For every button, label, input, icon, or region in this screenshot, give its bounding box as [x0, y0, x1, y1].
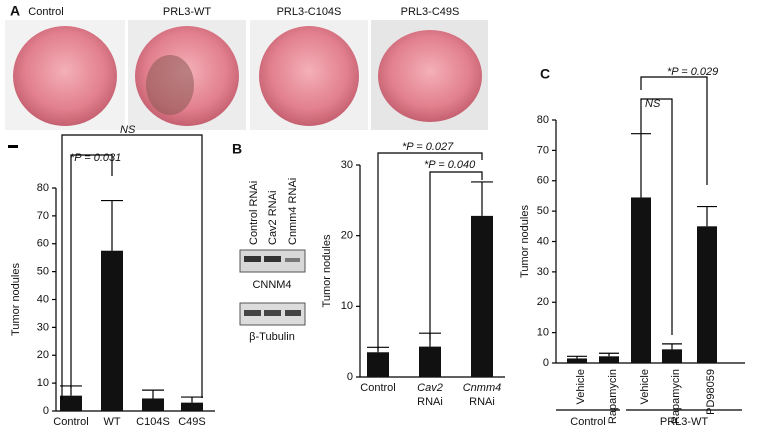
y-tick-label: 80: [537, 114, 549, 126]
y-tick-label: 0: [43, 405, 49, 417]
blot-row: CNNM4: [252, 279, 291, 291]
y-tick-label: 60: [37, 238, 49, 250]
panel-letter: C: [540, 66, 550, 82]
bar: [181, 402, 203, 411]
panel-letter: B: [232, 141, 242, 157]
annotation: *P = 0.027: [402, 141, 454, 153]
photo-label: PRL3-C104S: [277, 6, 342, 18]
band: [244, 256, 261, 262]
x-tick-label: Cav2: [417, 382, 443, 394]
bar: [60, 395, 82, 411]
y-tick-label: 80: [37, 182, 49, 194]
bar: [599, 356, 619, 363]
bracket: [429, 171, 483, 340]
bracket: [640, 98, 673, 335]
x-tick-label: C49S: [178, 416, 206, 428]
y-tick-label: 20: [37, 349, 49, 361]
x-tick-label: RNAi: [417, 396, 443, 408]
y-tick-label: 50: [537, 205, 549, 217]
bar: [142, 398, 164, 411]
band: [285, 258, 300, 262]
x-tick-label: Vehicle: [575, 369, 587, 404]
blot-row: β-Tubulin: [249, 331, 295, 343]
y-tick-label: 40: [37, 293, 49, 305]
x-tick-label: RNAi: [469, 396, 495, 408]
band: [264, 256, 281, 262]
x-tick-label: Cnmm4: [463, 382, 502, 394]
x-tick-label: Rapamycin: [607, 369, 619, 424]
bar: [697, 226, 717, 363]
group-label: Control: [570, 416, 605, 428]
blot: [239, 249, 306, 326]
photo-label: Control: [28, 6, 63, 18]
y-tick-label: 10: [37, 377, 49, 389]
bracket: [640, 76, 708, 185]
blot-lane: Control RNAi: [248, 181, 260, 245]
x-tick-label: C104S: [136, 416, 170, 428]
x-tick-label: Control: [53, 416, 88, 428]
y-axis-label: Tumor nodules: [519, 205, 531, 278]
blot-lane: Cav2 RNAi: [267, 191, 279, 245]
y-tick-label: 30: [341, 159, 353, 171]
lung: [13, 26, 117, 126]
bracket: [70, 154, 113, 388]
y-tick-label: 30: [37, 321, 49, 333]
x-tick-label: PD98059: [705, 369, 717, 415]
y-axis-label: Tumor nodules: [10, 263, 22, 336]
annotation: NS: [645, 98, 661, 110]
y-tick-label: 60: [537, 175, 549, 187]
bracket: [377, 152, 483, 350]
lung: [259, 26, 359, 126]
bar: [101, 250, 123, 411]
y-axis-label: Tumor nodules: [321, 234, 333, 307]
band: [264, 310, 281, 316]
lung: [378, 30, 482, 122]
bracket: [61, 134, 203, 400]
y-tick-label: 70: [37, 210, 49, 222]
tumor: [146, 55, 194, 115]
group-label: PRL3-WT: [660, 416, 709, 428]
band: [285, 310, 301, 316]
y-tick-label: 10: [537, 327, 549, 339]
photos: [5, 20, 488, 148]
bar: [567, 358, 587, 363]
y-tick-label: 40: [537, 235, 549, 247]
y-tick-label: 70: [537, 144, 549, 156]
bar: [471, 215, 493, 377]
x-tick-label: Vehicle: [639, 369, 651, 404]
x-tick-label: Control: [360, 382, 395, 394]
photo-label: PRL3-C49S: [401, 6, 460, 18]
blot-lane: Cnmm4 RNAi: [287, 178, 299, 245]
y-tick-label: 50: [37, 266, 49, 278]
annotation: NS: [120, 124, 136, 136]
y-tick-label: 10: [341, 300, 353, 312]
bar: [662, 349, 682, 363]
y-tick-label: 30: [537, 266, 549, 278]
x-tick-label: WT: [103, 416, 120, 428]
annotation: *P = 0.029: [667, 66, 718, 78]
y-tick-label: 0: [347, 371, 353, 383]
panel-letter: A: [10, 3, 20, 19]
annotation: *P = 0.040: [424, 159, 476, 171]
photo-label: PRL3-WT: [163, 6, 212, 18]
y-tick-label: 20: [537, 296, 549, 308]
annotation: *P = 0.031: [70, 152, 121, 164]
scale-bar: [8, 145, 18, 148]
band: [244, 310, 261, 316]
bar: [631, 197, 651, 363]
bar: [367, 352, 389, 377]
y-tick-label: 20: [341, 230, 353, 242]
bar: [419, 346, 441, 377]
y-tick-label: 0: [543, 357, 549, 369]
